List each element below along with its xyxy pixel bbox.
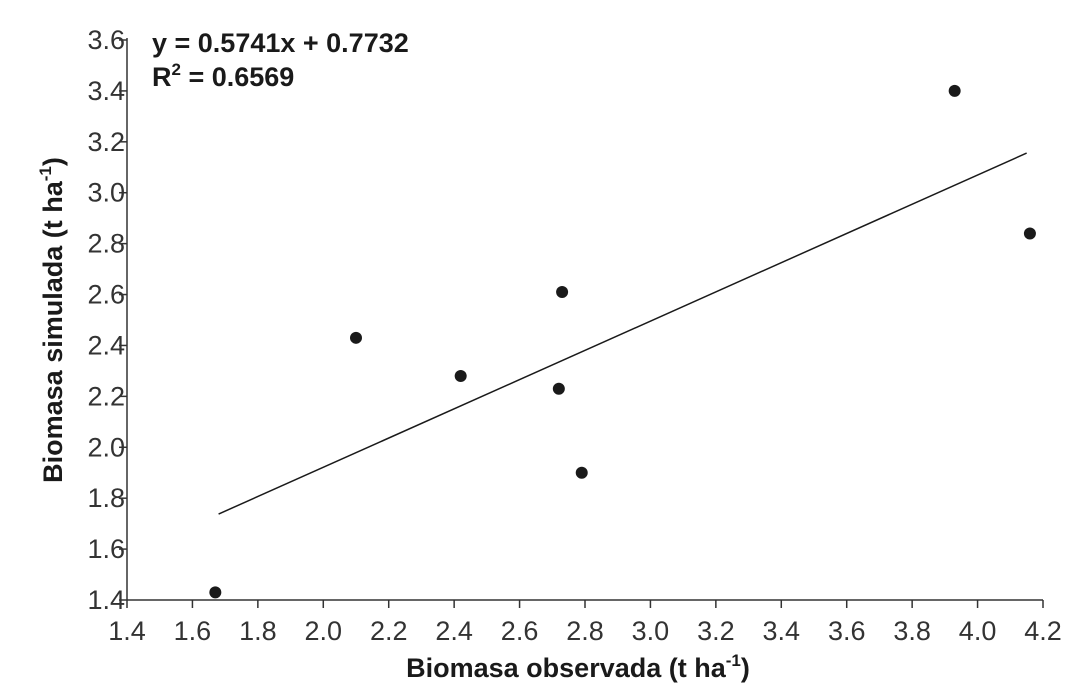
y-tick-label: 1.6	[87, 534, 125, 564]
y-axis-title: Biomasa simulada (t ha-1)	[36, 157, 68, 483]
y-tick-label: 2.6	[87, 280, 125, 310]
y-axis-ticks: 1.4 1.6 1.8 2.0 2.2 2.4 2.6 2.8 3.0 3.2 3.4 3.6	[87, 25, 127, 615]
y-tick-label: 1.4	[87, 585, 125, 615]
data-point	[209, 586, 222, 599]
trendline	[218, 152, 1027, 515]
y-axis-title-sup: -1	[36, 166, 55, 181]
y-tick-label: 3.6	[87, 25, 125, 55]
x-tick-label: 2.2	[370, 616, 408, 646]
y-tick-label: 1.8	[87, 483, 125, 513]
x-axis-title-close: )	[741, 653, 750, 683]
data-points	[209, 84, 1036, 599]
x-axis-ticks: 1.4 1.6 1.8 2.0 2.2 2.4 2.6 2.8 3.0 3.2 3.4 3.6 3.8 4…	[108, 600, 1062, 646]
y-tick-label: 3.0	[87, 178, 125, 208]
x-axis-title: Biomasa observada (t ha-1)	[406, 651, 750, 683]
x-tick-label: 3.8	[893, 616, 931, 646]
data-point	[552, 382, 565, 395]
x-tick-label: 2.4	[435, 616, 473, 646]
data-point	[556, 286, 569, 298]
r2-prefix: R	[152, 62, 172, 92]
y-axis-title-main: Biomasa simulada (t ha	[38, 180, 68, 483]
x-tick-label: 3.0	[632, 616, 670, 646]
x-tick-label: 4.2	[1024, 616, 1062, 646]
y-axis-title-close: )	[38, 157, 68, 166]
x-tick-label: 3.6	[828, 616, 866, 646]
y-tick-label: 2.2	[87, 381, 125, 411]
y-tick-label: 3.2	[87, 127, 125, 157]
x-axis-title-main: Biomasa observada (t ha	[406, 653, 727, 683]
r2-value: = 0.6569	[181, 62, 294, 92]
x-tick-label: 1.6	[174, 616, 212, 646]
y-tick-label: 2.4	[87, 330, 125, 360]
x-tick-label: 3.2	[697, 616, 735, 646]
x-tick-label: 2.0	[305, 616, 343, 646]
x-axis-title-sup: -1	[726, 651, 741, 670]
x-tick-label: 3.4	[763, 616, 801, 646]
data-point	[1023, 227, 1036, 240]
x-tick-label: 4.0	[959, 616, 997, 646]
regression-equation: y = 0.5741x + 0.7732	[152, 28, 409, 58]
data-point	[575, 466, 588, 479]
r2-superscript: 2	[172, 60, 181, 79]
y-tick-label: 2.8	[87, 229, 125, 259]
y-tick-label: 2.0	[87, 432, 125, 462]
data-point	[350, 331, 362, 344]
x-tick-label: 2.8	[566, 616, 604, 646]
x-tick-label: 2.6	[501, 616, 539, 646]
y-tick-label: 3.4	[87, 76, 125, 106]
x-tick-label: 1.8	[239, 616, 277, 646]
data-point	[948, 84, 961, 97]
data-point	[454, 370, 467, 382]
x-tick-label: 1.4	[108, 616, 146, 646]
r-squared-label: R2 = 0.6569	[152, 60, 294, 92]
